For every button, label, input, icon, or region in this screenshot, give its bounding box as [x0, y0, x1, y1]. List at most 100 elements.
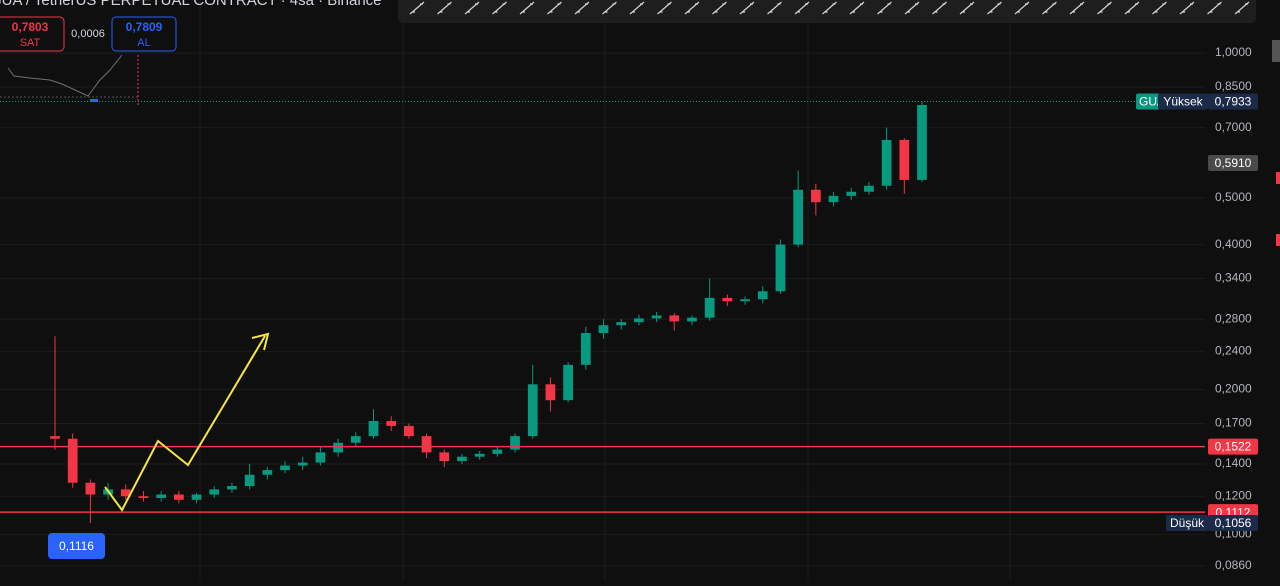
candle-body — [510, 436, 520, 450]
candle-body — [439, 452, 450, 462]
y-tick-label: 0,2400 — [1215, 344, 1252, 358]
low-price-box — [1208, 514, 1258, 531]
tool-icon[interactable] — [1234, 1, 1250, 15]
candle-body — [67, 438, 78, 483]
y-tick-label: 0,1700 — [1215, 416, 1252, 430]
high-price: 0,7933 — [1215, 95, 1252, 109]
mini-chart — [7, 54, 123, 97]
candle-body — [616, 322, 627, 326]
candle-body — [740, 299, 750, 302]
y-tick-label: 0,4000 — [1215, 237, 1252, 251]
tool-icon[interactable] — [657, 1, 672, 15]
low-name: Düşük — [1170, 516, 1205, 530]
tool-icon[interactable] — [492, 1, 507, 15]
tool-icon[interactable] — [574, 1, 590, 15]
candle-body — [350, 436, 361, 443]
y-tick-label: 0,7000 — [1215, 120, 1252, 134]
tool-icon[interactable] — [822, 1, 837, 15]
drawn-arrow[interactable] — [104, 335, 266, 512]
last-price: 0,5910 — [1215, 156, 1252, 170]
tool-icon[interactable] — [1124, 1, 1140, 15]
tool-icon[interactable] — [1152, 1, 1167, 15]
candle-body — [297, 462, 308, 466]
buy-price: 0,7809 — [126, 20, 163, 34]
tool-icon[interactable] — [959, 1, 975, 15]
candle-body — [881, 139, 892, 186]
high-price-box — [1208, 93, 1258, 110]
candle-body — [315, 452, 326, 463]
candle-body — [828, 195, 839, 203]
candle-body — [50, 436, 60, 439]
tool-icon[interactable] — [767, 1, 782, 15]
candle-body — [704, 297, 715, 318]
tool-icon[interactable] — [794, 1, 810, 15]
tool-icon[interactable] — [877, 1, 892, 15]
tool-icon[interactable] — [987, 1, 1002, 15]
tool-icon[interactable] — [712, 1, 727, 15]
tool-icon[interactable] — [904, 1, 920, 15]
scroll-handle[interactable] — [1272, 40, 1280, 62]
candle-body — [527, 384, 538, 437]
y-tick-label: 0,1400 — [1215, 456, 1252, 470]
hline-label: 0,1522 — [1215, 440, 1252, 454]
candle-body — [138, 496, 149, 498]
candle-body — [545, 384, 556, 401]
tool-icon[interactable] — [519, 1, 535, 15]
tool-icon[interactable] — [684, 1, 700, 15]
candle-body — [209, 489, 220, 495]
candle-body — [775, 244, 786, 292]
candle-body — [580, 333, 591, 365]
low-callout: 0,1116 — [59, 539, 94, 553]
chart-title: GUA / TetherUS PERPETUAL CONTRACT · 4sa … — [0, 0, 382, 9]
tool-icon[interactable] — [629, 1, 645, 15]
tool-icon[interactable] — [1179, 1, 1195, 15]
tool-icon[interactable] — [1207, 1, 1222, 15]
candle-body — [280, 465, 290, 471]
tool-icon[interactable] — [1097, 1, 1112, 15]
candle-body — [917, 104, 927, 180]
candle-body — [457, 456, 467, 462]
low-name-box — [1166, 514, 1208, 531]
tool-icon[interactable] — [547, 1, 562, 15]
tool-icon[interactable] — [1069, 1, 1085, 15]
arrow-head — [251, 332, 270, 351]
plot — [0, 100, 1258, 523]
tool-icon[interactable] — [1042, 1, 1057, 15]
candle-body — [651, 315, 662, 319]
buy-box[interactable] — [111, 16, 177, 52]
tool-icon[interactable] — [932, 1, 947, 15]
sell-box[interactable] — [0, 16, 65, 52]
high-name: Yüksek — [1163, 95, 1203, 109]
candle-body — [846, 191, 857, 196]
callout-box — [48, 533, 105, 559]
tool-icon[interactable] — [849, 1, 865, 15]
tool-icon[interactable] — [409, 1, 425, 15]
candle-body — [404, 425, 414, 437]
candle-body — [492, 449, 503, 454]
candle-body — [563, 364, 573, 401]
tool-icon[interactable] — [464, 1, 480, 15]
candle-body — [368, 420, 379, 437]
sell-price: 0,7803 — [12, 20, 49, 34]
candle-body — [598, 325, 609, 334]
candle-body — [262, 470, 273, 475]
candle-body — [244, 474, 255, 487]
candle-body — [864, 185, 874, 192]
y-tick-label: 0,0860 — [1215, 558, 1252, 572]
y-tick-label: 0,5000 — [1215, 190, 1252, 204]
candle-body — [120, 489, 131, 497]
candle-body — [85, 482, 96, 495]
candle-body — [793, 189, 804, 245]
tool-icon[interactable] — [437, 1, 452, 15]
last-price-box — [1208, 154, 1258, 171]
tool-icon[interactable] — [739, 1, 755, 15]
candle-body — [810, 189, 821, 203]
tool-icon[interactable] — [1014, 1, 1030, 15]
buy-label: AL — [137, 37, 150, 49]
edge-marker — [1276, 172, 1280, 184]
tool-icon[interactable] — [602, 1, 617, 15]
candle-body — [634, 318, 644, 323]
toolbar-icons — [409, 1, 1250, 15]
